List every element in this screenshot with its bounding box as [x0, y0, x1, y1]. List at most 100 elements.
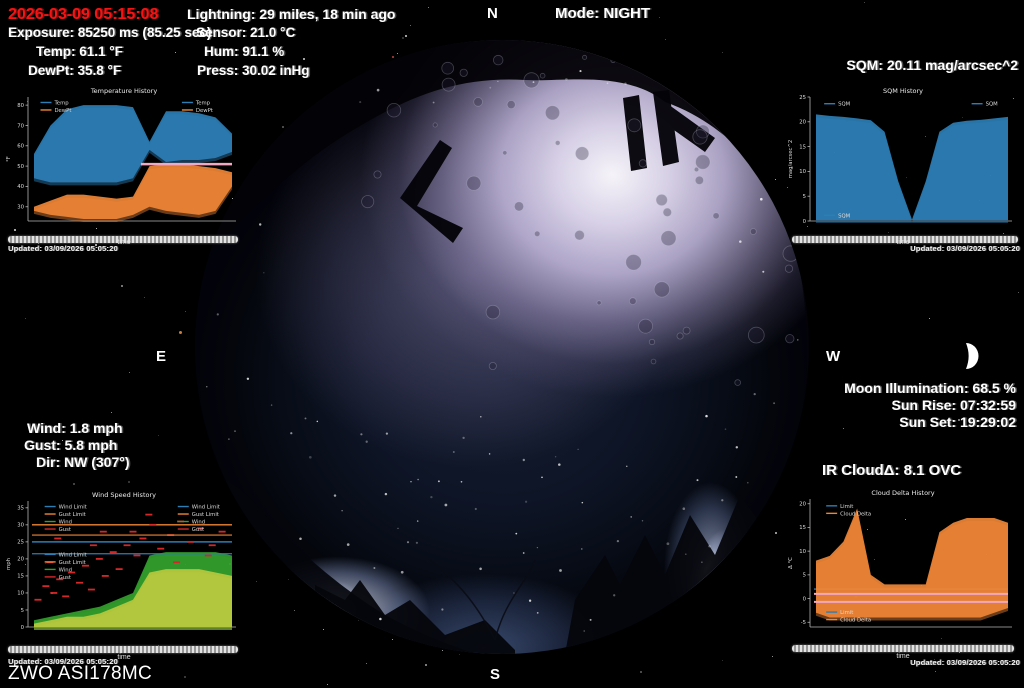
right-rim-shadow	[715, 95, 809, 560]
svg-text:Gust: Gust	[192, 527, 204, 533]
star	[906, 177, 907, 178]
temp-readout: Temp: 61.1 °F	[36, 44, 123, 59]
star	[589, 12, 590, 13]
dome-stars	[206, 70, 799, 632]
wind-speed-history-plot: Wind Speed History mph 0 5 10 15 20 25 30 35 Wind …	[6, 491, 236, 631]
svg-text:30: 30	[17, 205, 24, 211]
svg-text:20: 20	[17, 557, 24, 563]
star	[25, 564, 26, 565]
cloud-delta-history-chart: Cloud Delta History Δ °C -5 0 5 10 15 20 Limit Cl…	[786, 486, 1020, 676]
svg-text:Temp: Temp	[53, 100, 69, 106]
pressure-readout: Press: 30.02 inHg	[197, 63, 310, 78]
star	[402, 37, 404, 39]
star	[843, 428, 844, 429]
svg-text:Wind: Wind	[192, 520, 205, 526]
camera-model-label: ZWO ASI178MC	[8, 663, 153, 684]
star	[659, 17, 660, 18]
fisheye-sky-view	[195, 40, 809, 654]
svg-text:Wind: Wind	[59, 520, 72, 526]
svg-text:10: 10	[799, 169, 806, 175]
star	[929, 318, 930, 319]
sqm-history-plot: SQM History mag/arcsec^2 0 5 10 15 20 25 SQM SQM S…	[788, 87, 1012, 225]
sunrise-readout: Sun Rise: 07:32:59	[891, 397, 1017, 413]
svg-text:Temperature History: Temperature History	[90, 87, 158, 95]
humidity-readout: Hum: 91.1 %	[204, 44, 285, 59]
ir-cloud-readout: IR CloudΔ: 8.1 OVC	[822, 462, 962, 479]
svg-text:mag/arcsec^2: mag/arcsec^2	[788, 140, 794, 179]
wind-dir-readout: Dir: NW (307°)	[36, 454, 130, 470]
wind-x-label: time	[117, 654, 131, 661]
wind-speed-history-chart: Wind Speed History mph 0 5 10 15 20 25 30 35 Wind …	[4, 488, 244, 674]
star	[410, 25, 411, 26]
svg-text:5: 5	[803, 573, 806, 579]
antenna-mount-left	[400, 140, 463, 243]
svg-text:Δ °C: Δ °C	[788, 557, 794, 569]
star	[853, 465, 855, 467]
sqm-axis-strip	[792, 236, 1018, 243]
svg-text:Gust Limit: Gust Limit	[192, 512, 219, 518]
star	[14, 229, 16, 231]
star	[925, 136, 926, 137]
star	[722, 660, 723, 661]
star	[297, 12, 299, 14]
svg-text:Wind Limit: Wind Limit	[59, 552, 87, 558]
svg-text:SQM History: SQM History	[883, 87, 923, 95]
wind-axis-strip	[8, 646, 238, 653]
star	[73, 483, 75, 485]
star	[867, 529, 868, 530]
star	[184, 676, 186, 678]
svg-text:10: 10	[17, 591, 24, 597]
svg-text:15: 15	[799, 525, 806, 531]
star	[327, 684, 328, 685]
sunset-readout: Sun Set: 19:29:02	[899, 414, 1016, 430]
cloud-x-label: time	[896, 653, 910, 660]
star	[268, 39, 269, 40]
mode-indicator: Mode: NIGHT	[555, 5, 650, 22]
star	[62, 440, 63, 441]
svg-text:15: 15	[17, 574, 24, 580]
svg-text:Gust: Gust	[59, 527, 71, 533]
temperature-history-plot: Temperature History °F 30 40 50 60 70 80 Temp Dew…	[6, 87, 236, 222]
svg-text:5: 5	[21, 608, 24, 614]
svg-text:SQM: SQM	[986, 102, 999, 108]
star	[905, 519, 906, 520]
svg-text:60: 60	[17, 144, 24, 150]
svg-text:Cloud Delta: Cloud Delta	[840, 511, 871, 517]
star	[425, 664, 427, 666]
temperature-history-chart: Temperature History °F 30 40 50 60 70 80 Temp Dew…	[4, 84, 244, 260]
svg-text:-5: -5	[801, 620, 806, 626]
star	[95, 244, 97, 246]
star	[129, 372, 130, 373]
sqm-history-chart: SQM History mag/arcsec^2 0 5 10 15 20 25 SQM SQM S…	[786, 84, 1020, 260]
sky-silhouette-overlay	[195, 40, 809, 654]
star	[874, 559, 875, 560]
star	[38, 243, 39, 244]
compass-north: N	[487, 5, 498, 22]
star	[935, 671, 936, 672]
svg-text:25: 25	[799, 95, 806, 101]
cloud-updated-label: Updated: 03/09/2026 05:05:20	[910, 658, 1020, 667]
star	[164, 33, 166, 35]
svg-text:35: 35	[17, 506, 24, 512]
svg-text:Limit: Limit	[840, 610, 853, 616]
svg-text:Gust Limit: Gust Limit	[59, 512, 86, 518]
svg-text:Temp: Temp	[195, 100, 211, 106]
star	[835, 464, 836, 465]
sensor-readout: Sensor: 21.0 °C	[196, 25, 296, 40]
tree-clump-left	[315, 580, 515, 654]
star	[459, 654, 460, 655]
wind-updated-label: Updated: 03/09/2026 05:05:20	[8, 657, 118, 666]
star	[665, 39, 666, 40]
svg-text:80: 80	[17, 103, 24, 109]
star	[185, 311, 186, 312]
wind-speed-readout: Wind: 1.8 mph	[27, 420, 123, 436]
compass-south: S	[490, 666, 501, 683]
svg-text:70: 70	[17, 123, 24, 129]
svg-text:50: 50	[17, 164, 24, 170]
star	[428, 7, 429, 8]
dewpoint-readout: DewPt: 35.8 °F	[28, 63, 122, 78]
star	[96, 228, 97, 229]
star	[941, 638, 942, 639]
star	[405, 35, 407, 37]
